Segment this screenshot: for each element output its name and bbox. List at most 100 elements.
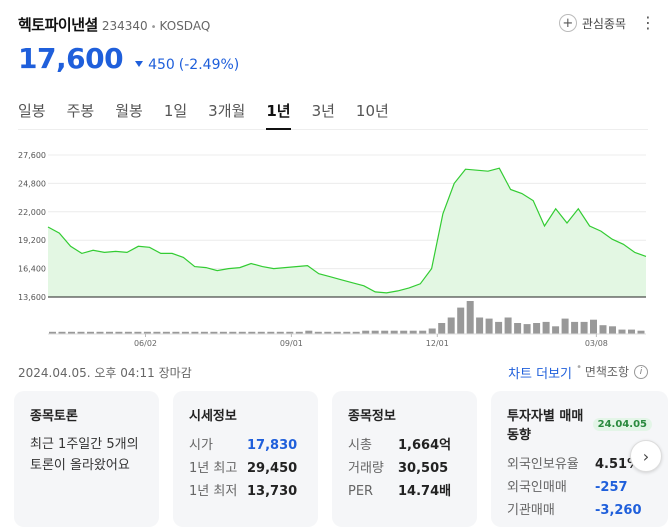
row-label: 외국인보유율	[507, 457, 579, 472]
volume-bar	[200, 331, 208, 334]
tab-10years[interactable]: 10년	[355, 102, 389, 120]
volume-bar	[134, 331, 142, 334]
y-tick-label: 27,600	[18, 151, 46, 160]
row-label: 거래량	[348, 461, 384, 476]
volume-bar	[124, 331, 132, 334]
market-info-title: 시세정보	[189, 409, 237, 424]
price-line	[47, 167, 647, 294]
y-tick-label: 16,400	[18, 265, 46, 274]
volume-bar	[371, 330, 379, 334]
volume-bar	[514, 323, 522, 334]
stock-info-card[interactable]: 종목정보 시총 1,664억 거래량 30,505 PER 14.74배	[332, 391, 477, 527]
link-separator: •	[576, 362, 582, 373]
volume-bar	[352, 331, 360, 334]
volume-bar	[238, 331, 246, 334]
volume-bar	[637, 330, 645, 334]
more-options-icon[interactable]: ⋮	[640, 13, 656, 32]
row-label: 기관매매	[507, 503, 555, 518]
volume-bar	[447, 317, 455, 334]
change-amount: 450	[148, 57, 175, 73]
volume-bar	[457, 307, 465, 334]
disclaimer-label: 면책조항	[584, 365, 629, 379]
watchlist-button[interactable]: + 관심종목	[558, 14, 626, 32]
tab-1year[interactable]: 1년	[266, 98, 291, 130]
volume-bar	[295, 331, 303, 334]
tab-monthly[interactable]: 월봉	[115, 102, 143, 120]
row-value: -3,260	[595, 503, 642, 518]
volume-bar	[58, 331, 66, 334]
price-area	[48, 168, 646, 297]
y-tick-label: 19,200	[18, 236, 46, 245]
volume-bar	[68, 331, 75, 334]
separator-dot: •	[150, 22, 157, 33]
row-value: 4.51%	[595, 457, 641, 472]
change-percent: (-2.49%)	[178, 57, 240, 73]
price-row: 17,600 450 (-2.49%)	[18, 42, 239, 75]
volume-bar	[248, 331, 256, 334]
volume-bar	[267, 331, 275, 334]
volume-bar	[542, 321, 550, 334]
volume-bar	[590, 319, 597, 334]
chart-more-link[interactable]: 차트 더보기	[508, 367, 572, 382]
tab-weekly[interactable]: 주봉	[66, 102, 95, 120]
date-badge: 24.04.05	[592, 417, 652, 431]
y-tick-label: 22,000	[18, 208, 46, 217]
investor-trend-card[interactable]: 투자자별 매매동향 24.04.05 외국인보유율 4.51% 외국인매매 -257 …	[491, 391, 668, 527]
disclaimer-link[interactable]: 면책조항 i	[585, 363, 648, 380]
y-tick-label: 24,800	[18, 179, 46, 188]
stock-info-title: 종목정보	[348, 409, 396, 424]
volume-bar	[153, 331, 161, 334]
volume-bar	[428, 328, 436, 334]
tab-1day[interactable]: 1일	[163, 102, 188, 120]
volume-bar	[314, 331, 322, 334]
down-arrow-icon	[135, 61, 144, 67]
volume-bar	[305, 330, 313, 334]
volume-bar	[609, 326, 616, 334]
chevron-right-icon: ›	[642, 446, 650, 466]
row-value: 17,830	[247, 438, 298, 453]
row-label: 외국인매매	[507, 480, 567, 495]
row-value: 30,505	[398, 461, 449, 476]
tab-3years[interactable]: 3년	[311, 102, 335, 120]
info-icon: i	[634, 364, 648, 379]
volume-bar	[390, 330, 398, 334]
price-change: 450 (-2.49%)	[135, 57, 239, 73]
volume-bar	[485, 318, 493, 334]
row-value: 14.74배	[398, 484, 452, 499]
stock-name: 헥토파이낸셜	[18, 16, 98, 34]
x-tick-label: 09/01	[280, 339, 303, 348]
volume-bar	[552, 326, 560, 334]
volume-bar	[286, 331, 294, 334]
investor-row: 외국인보유율 4.51%	[507, 453, 652, 476]
tab-3months[interactable]: 3개월	[208, 102, 246, 120]
volume-bar	[257, 331, 265, 334]
row-label: 1년 최고	[189, 461, 238, 476]
volume-bar	[181, 331, 189, 334]
volume-bar	[87, 331, 94, 334]
volume-bar	[400, 330, 408, 334]
investor-row: 기관매매 -3,260	[507, 499, 652, 522]
row-value: 1,664억	[398, 438, 452, 453]
market-info-card[interactable]: 시세정보 시가 17,830 1년 최고 29,450 1년 최저 13,730	[173, 391, 318, 527]
volume-bar	[210, 331, 218, 334]
stock-header: 헥토파이낸셜 234340 • KOSDAQ + 관심종목 ⋮	[18, 13, 656, 38]
x-tick-label: 06/02	[134, 339, 157, 348]
row-label: 1년 최저	[189, 484, 238, 499]
market-info-row: 시가 17,830	[189, 434, 302, 457]
investor-trend-title: 투자자별 매매동향	[507, 409, 584, 443]
price-chart[interactable]: 27,600 24,800 22,000 19,200 16,400 13,600 06/0…	[0, 143, 668, 353]
discussion-card[interactable]: 종목토론 최근 1주일간 5개의 토론이 올라왔어요	[14, 391, 159, 527]
x-tick-label: 12/01	[426, 339, 449, 348]
volume-bar	[324, 331, 332, 334]
next-card-button[interactable]: ›	[630, 440, 662, 472]
volume-bar	[618, 329, 626, 334]
tab-daily[interactable]: 일봉	[18, 102, 46, 120]
market-name: KOSDAQ	[159, 19, 211, 33]
volume-bar	[419, 330, 427, 334]
volume-bar	[438, 323, 446, 334]
summary-cards: 종목토론 최근 1주일간 5개의 토론이 올라왔어요 시세정보 시가 17,830…	[14, 391, 668, 531]
row-value: 13,730	[247, 484, 298, 499]
row-value: 29,450	[247, 461, 298, 476]
market-info-row: 1년 최저 13,730	[189, 480, 302, 503]
row-label: 시총	[348, 438, 372, 453]
